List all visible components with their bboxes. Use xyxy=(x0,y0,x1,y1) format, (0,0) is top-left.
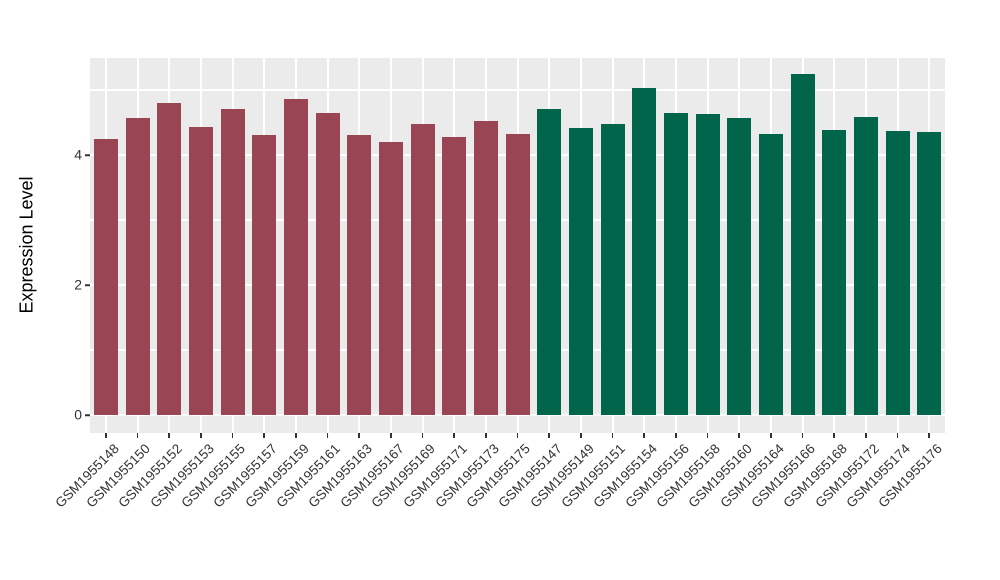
x-tick-label: GSM1955159 xyxy=(241,441,312,511)
x-tick-label: GSM1955161 xyxy=(273,441,344,511)
bar-GSM1955151 xyxy=(600,123,625,415)
bar-GSM1955174 xyxy=(885,130,910,415)
bar-GSM1955176 xyxy=(917,131,942,415)
x-tick-mark xyxy=(738,433,740,438)
x-tick-mark xyxy=(453,433,455,438)
x-tick-label: GSM1955147 xyxy=(495,441,565,511)
x-tick-mark xyxy=(580,433,582,438)
x-tick-mark xyxy=(770,433,772,438)
x-tick-mark xyxy=(358,433,360,438)
x-tick-label: GSM1955152 xyxy=(115,441,185,511)
x-tick-mark xyxy=(516,433,519,438)
x-tick-label: GSM1955168 xyxy=(780,441,850,511)
x-tick-label: GSM1955156 xyxy=(621,441,692,511)
x-tick-mark xyxy=(421,433,424,438)
x-tick-label: GSM1955149 xyxy=(526,441,597,511)
x-tick-label: GSM1955171 xyxy=(400,441,470,511)
x-tick-label: GSM1955158 xyxy=(653,441,724,511)
plot-panel xyxy=(90,58,945,433)
bar-GSM1955173 xyxy=(473,120,498,415)
x-tick-label: GSM1955176 xyxy=(875,441,945,511)
y-tick-label: 4 xyxy=(74,146,82,163)
x-tick-label: GSM1955167 xyxy=(336,441,407,511)
bar-GSM1955153 xyxy=(188,127,213,415)
bar-GSM1955166 xyxy=(790,73,815,415)
minor-gridline xyxy=(90,89,945,91)
x-tick-label: GSM1955154 xyxy=(590,441,660,511)
x-tick-mark xyxy=(390,433,392,438)
y-axis-title: Expression Level xyxy=(16,176,37,314)
x-tick-label: GSM1955148 xyxy=(51,441,122,511)
bar-GSM1955154 xyxy=(632,88,657,415)
bar-GSM1955148 xyxy=(93,138,118,415)
y-tick-label: 2 xyxy=(74,276,82,293)
x-tick-label: GSM1955164 xyxy=(716,441,787,511)
x-tick-mark xyxy=(231,433,234,438)
x-tick-mark xyxy=(611,433,614,438)
x-tick-label: GSM1955157 xyxy=(210,441,280,511)
bar-GSM1955156 xyxy=(663,112,688,415)
x-tick-label: GSM1955151 xyxy=(558,441,629,511)
bar-GSM1955160 xyxy=(727,117,752,415)
x-tick-label: GSM1955160 xyxy=(685,441,755,511)
bar-GSM1955149 xyxy=(568,127,593,415)
x-tick-mark xyxy=(801,433,804,438)
x-tick-mark xyxy=(865,433,867,438)
x-tick-mark xyxy=(263,433,265,438)
x-tick-label: GSM1955173 xyxy=(431,441,502,511)
bar-GSM1955159 xyxy=(283,99,308,415)
x-tick-label: GSM1955163 xyxy=(305,441,375,511)
bar-GSM1955147 xyxy=(537,108,562,415)
x-tick-label: GSM1955175 xyxy=(463,441,534,511)
x-tick-mark xyxy=(105,433,107,438)
bar-GSM1955161 xyxy=(315,113,340,415)
x-tick-mark xyxy=(675,433,677,438)
bar-GSM1955164 xyxy=(758,134,783,415)
bar-GSM1955158 xyxy=(695,114,720,415)
x-tick-label: GSM1955155 xyxy=(178,441,249,511)
x-tick-mark xyxy=(928,433,930,438)
x-tick-label: GSM1955150 xyxy=(83,441,154,511)
x-tick-mark xyxy=(295,433,297,438)
bar-GSM1955167 xyxy=(378,142,403,415)
x-tick-mark xyxy=(200,433,202,438)
bar-GSM1955157 xyxy=(252,134,277,415)
x-tick-mark xyxy=(136,433,139,438)
bar-GSM1955175 xyxy=(505,133,530,415)
x-tick-label: GSM1955169 xyxy=(368,441,439,511)
x-tick-mark xyxy=(643,433,645,438)
x-tick-mark xyxy=(485,433,487,438)
bar-GSM1955168 xyxy=(822,130,847,415)
x-tick-mark xyxy=(548,433,550,438)
x-tick-mark xyxy=(833,433,835,438)
major-gridline xyxy=(90,414,945,416)
x-tick-mark xyxy=(896,433,899,438)
bar-GSM1955171 xyxy=(442,137,467,415)
bar-GSM1955169 xyxy=(410,123,435,415)
x-tick-label: GSM1955153 xyxy=(146,441,217,511)
bar-GSM1955152 xyxy=(157,103,182,415)
bar-GSM1955172 xyxy=(853,117,878,415)
x-tick-label: GSM1955174 xyxy=(843,441,914,511)
x-tick-mark xyxy=(168,433,170,438)
y-tick-label: 0 xyxy=(74,406,82,423)
bar-GSM1955163 xyxy=(347,134,372,415)
x-tick-label: GSM1955166 xyxy=(748,441,819,511)
x-tick-mark xyxy=(706,433,709,438)
x-tick-mark xyxy=(326,433,329,438)
bar-GSM1955150 xyxy=(125,117,150,415)
x-tick-label: GSM1955172 xyxy=(811,441,882,511)
bar-GSM1955155 xyxy=(220,108,245,415)
